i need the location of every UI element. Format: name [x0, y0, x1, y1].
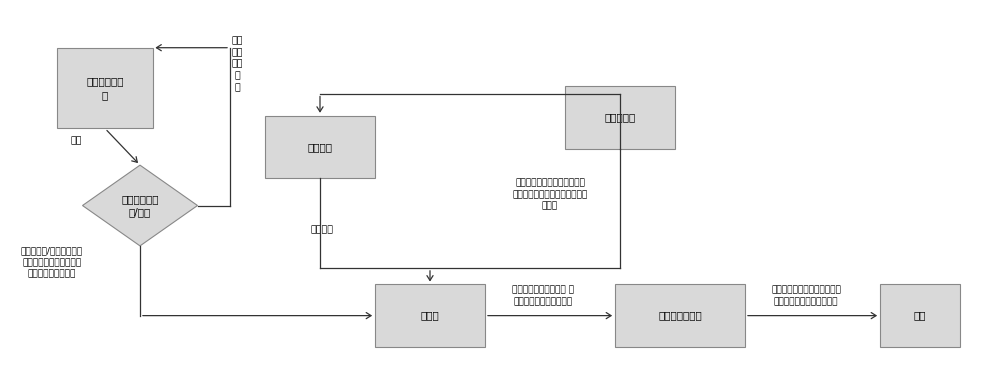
Text: 存储设备: 存储设备: [308, 142, 332, 152]
FancyBboxPatch shape: [565, 86, 675, 149]
Text: 后台云处理平台: 后台云处理平台: [658, 310, 702, 321]
Text: 提取数据: 提取数据: [310, 226, 334, 235]
FancyBboxPatch shape: [265, 116, 375, 178]
FancyBboxPatch shape: [615, 284, 745, 347]
FancyBboxPatch shape: [57, 48, 152, 128]
Text: 有车辆驶入/驶出，触发控
制器提取摄像机阵列传回
的相关车位图像数据: 有车辆驶入/驶出，触发控 制器提取摄像机阵列传回 的相关车位图像数据: [21, 246, 83, 279]
Text: 无触
发，
继续
监
测: 无触 发， 继续 监 测: [232, 36, 244, 92]
Text: 控制器: 控制器: [421, 310, 439, 321]
FancyBboxPatch shape: [375, 284, 485, 347]
Text: 二次图像处理，检索车牌，车
辆计费并将数据上传至终端: 二次图像处理，检索车牌，车 辆计费并将数据上传至终端: [771, 285, 841, 306]
Polygon shape: [83, 165, 198, 246]
Text: 图像预处理，识别车牌 并
将图像传输至后台云处理: 图像预处理，识别车牌 并 将图像传输至后台云处理: [512, 285, 574, 306]
Text: 回溯一段时间内图像，定位车
位，并对车牌进行追踪并传输至
控制器: 回溯一段时间内图像，定位车 位，并对车牌进行追踪并传输至 控制器: [512, 178, 588, 211]
Text: 摄像机阵列: 摄像机阵列: [604, 112, 636, 123]
Text: 地磁车辆传感
器: 地磁车辆传感 器: [86, 76, 124, 100]
FancyBboxPatch shape: [880, 284, 960, 347]
Text: 判断: 判断: [70, 137, 82, 146]
Text: 是否有车辆驶
入/驶出: 是否有车辆驶 入/驶出: [121, 194, 159, 217]
Text: 终端: 终端: [914, 310, 926, 321]
